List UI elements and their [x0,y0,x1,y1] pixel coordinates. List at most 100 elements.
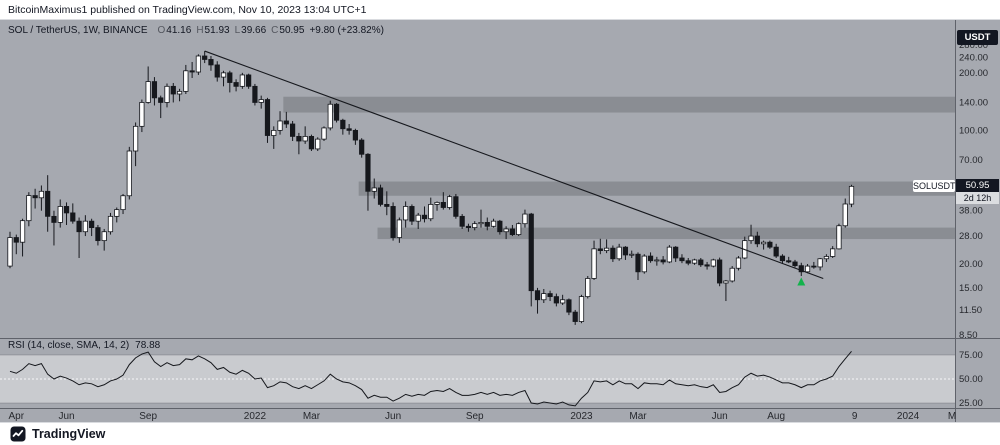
bar-countdown-label: 2d 12h [956,192,999,204]
candle-body [421,214,428,220]
candle-body [126,150,132,197]
candle-body [610,247,616,260]
candle-body [748,235,754,242]
candle-body [585,278,591,298]
candle-body [717,259,723,284]
trendline [204,50,824,279]
candle-body [830,248,836,257]
candle-body [560,299,566,304]
candle-body [522,213,528,225]
ohlc-value: 50.95 [279,25,305,36]
time-axis-tick: Aug [767,411,785,422]
time-axis-tick: 2024 [897,411,920,422]
candle-body [472,223,478,229]
rsi-indicator-title[interactable]: RSI (14, close, SMA, 14, 2) [8,340,130,351]
time-axis-tick: M [948,411,956,422]
candle-body [57,206,63,223]
time-axis-tick: Apr [8,411,24,422]
candle-body [704,264,710,267]
candle-body [239,74,245,87]
candle-body [578,296,585,322]
ohlc-values: O41.16 H51.93 L39.66 C50.95 [158,25,310,36]
candle-body [70,212,76,222]
candle-body [817,258,823,268]
rsi-axis-tick: 50.00 [959,374,983,385]
candle-body [534,290,541,301]
symbol-title[interactable]: SOL / TetherUS, 1W, BINANCE [8,25,148,36]
candle-body [327,103,333,129]
candle-body [82,220,88,233]
price-zone [283,96,956,113]
candle-body [440,201,446,208]
time-axis-tick: 2022 [244,411,267,422]
candle-body [842,203,848,227]
candle-body [616,246,622,260]
candle-body [528,213,534,292]
candle-body [516,223,522,235]
candle-body [51,215,57,223]
candle-body [541,293,547,301]
tradingview-logo-icon[interactable] [10,426,26,442]
candle-body [691,259,698,264]
candle-body [114,209,120,217]
candle-body [647,255,654,262]
candle-body [604,247,610,251]
candle-body [19,220,26,243]
price-axis-tick: 200.00 [959,68,988,79]
attribution-bar: BitcoinMaximus1 published on TradingView… [0,0,1000,20]
attribution-text: BitcoinMaximus1 published on TradingView… [8,3,367,16]
candle-body [767,241,773,248]
candle-body [660,259,666,263]
candle-body [622,246,629,256]
candle-body [673,246,679,259]
candle-body [346,128,352,131]
candle-body [258,99,264,103]
candle-body [390,206,396,238]
candle-body [170,85,176,95]
candle-body [566,299,572,313]
candle-body [666,246,673,263]
candle-body [233,82,239,87]
candle-body [396,219,402,238]
ohlc-key: L [234,25,241,36]
candle-body [145,81,151,103]
ohlc-key: O [157,25,166,36]
time-axis-tick: 2023 [570,411,593,422]
price-zone [358,181,956,196]
candle-body [792,261,798,267]
price-axis-tick: 70.00 [959,155,983,166]
rsi-current-value: 78.88 [135,340,161,351]
candle-body [220,72,227,78]
time-axis-tick: Sep [139,411,157,422]
candle-body [38,190,45,199]
chart-area[interactable]: 280.00 240.00 200.00 140.00 100.00 70.00 38.00… [0,20,1000,422]
rsi-legend: RSI (14, close, SMA, 14, 2) 78.88 [8,340,160,351]
candle-body [283,120,289,125]
candle-body [302,136,308,142]
ohlc-value: 39.66 [241,25,267,36]
candle-body [120,195,126,211]
candle-body [13,237,19,243]
price-chart-svg[interactable]: 280.00 240.00 200.00 140.00 100.00 70.00 38.00… [0,20,1000,422]
candle-body [428,203,434,220]
time-axis-tick: Jun [385,411,401,422]
price-axis-tick: 15.00 [959,283,983,294]
candle-body [45,190,51,217]
candle-body [252,85,258,103]
tradingview-brand-text[interactable]: TradingView [32,427,106,441]
time-axis-tick: Mar [303,411,321,422]
candle-body [654,259,660,262]
candle-body [779,255,786,262]
candle-body [597,248,603,251]
candle-body [63,206,70,214]
candle-body [202,55,208,60]
green-up-arrow-marker [797,277,806,286]
price-axis-tick: 11.50 [959,305,982,316]
time-axis-tick: Mar [629,411,647,422]
candle-body [189,70,195,73]
price-axis-tick: 38.00 [959,206,983,217]
rsi-line [9,350,852,407]
candle-body [572,311,578,322]
candle-body [415,214,421,222]
candle-body [107,215,114,233]
